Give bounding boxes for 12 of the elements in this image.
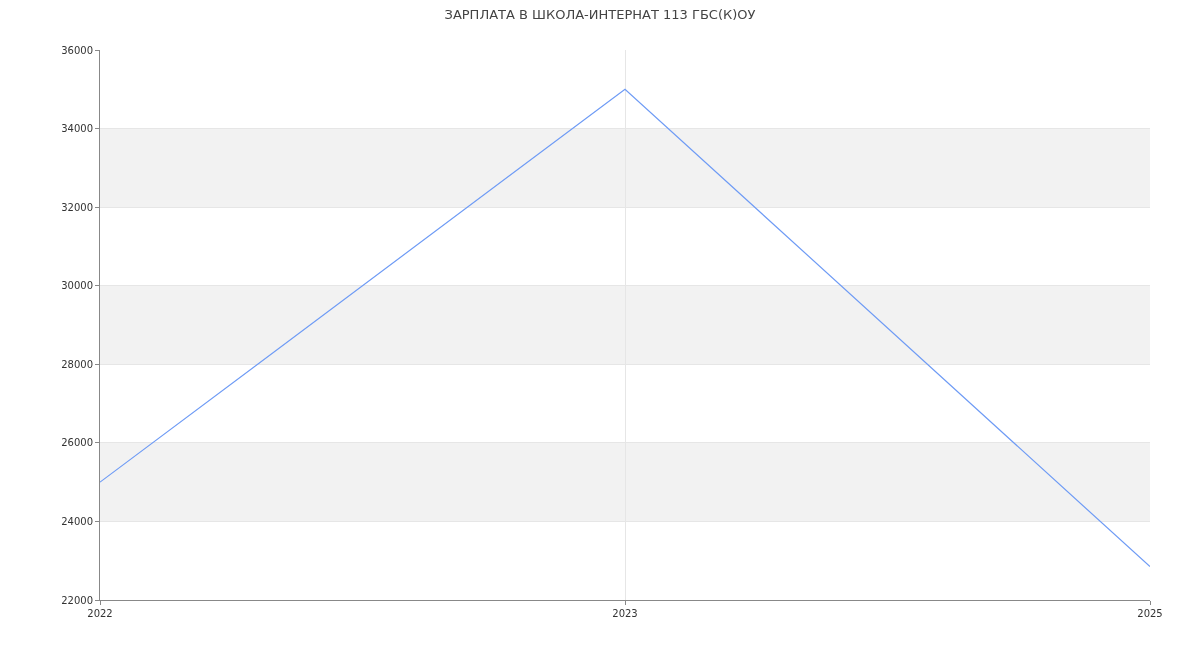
chart-title: ЗАРПЛАТА В ШКОЛА-ИНТЕРНАТ 113 ГБС(К)ОУ: [444, 6, 756, 22]
y-tick-label: 26000: [61, 437, 93, 449]
y-tick-label: 30000: [61, 280, 93, 292]
x-tick-label: 2025: [1137, 608, 1163, 619]
x-tick-label: 2023: [612, 608, 638, 619]
y-tick-label: 28000: [61, 358, 93, 370]
y-tick-label: 34000: [61, 123, 93, 135]
y-tick-label: 32000: [61, 201, 93, 213]
y-tick-label: 36000: [61, 44, 93, 56]
y-tick-label: 24000: [61, 515, 93, 527]
y-tick-label: 22000: [61, 594, 93, 606]
x-tick-label: 2022: [87, 608, 113, 619]
